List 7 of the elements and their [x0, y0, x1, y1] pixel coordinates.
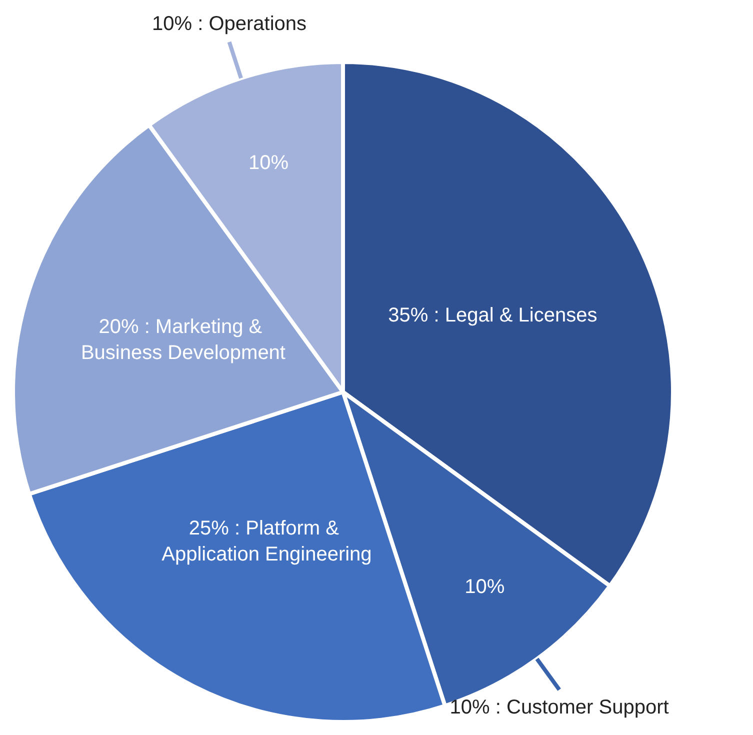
- data-label: 10%: [464, 576, 505, 598]
- slice-label: 20% : Marketing & Business Development: [80, 316, 286, 364]
- slice-label: 25% : Platform & Application Engineering: [162, 518, 372, 566]
- data-label: 10%: [248, 152, 289, 174]
- slice-label: 35% : Legal & Licenses: [388, 304, 598, 327]
- slice-label: 10% : Customer Support: [450, 696, 670, 719]
- slice-label: 10% : Operations: [152, 13, 307, 36]
